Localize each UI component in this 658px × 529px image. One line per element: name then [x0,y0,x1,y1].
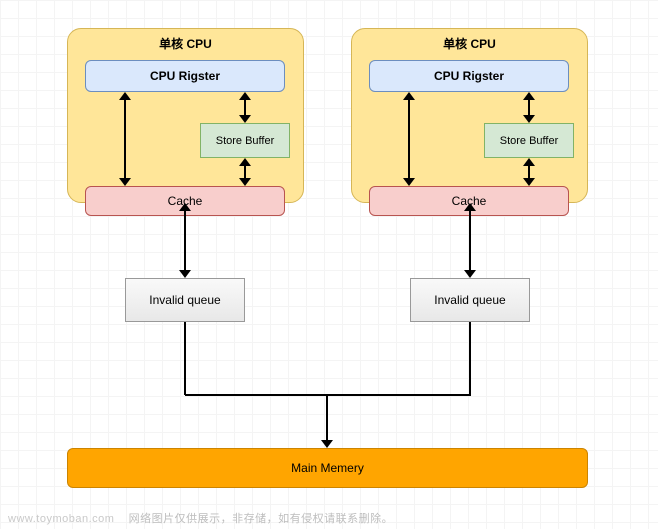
footer-site: www.toymoban.com [8,513,114,525]
arrow-head [464,270,476,278]
footer-notice: 网络图片仅供展示，非存储，如有侵权请联系删除。 [129,513,394,525]
arrow-head [464,203,476,211]
main-memory-box: Main Memery [67,448,588,488]
cpu-block-0: 单核 CPU [67,28,304,203]
arrow-head [403,178,415,186]
footer: www.toymoban.com 网络图片仅供展示，非存储，如有侵权请联系删除。 [8,510,393,526]
arrow-head [119,92,131,100]
store-buffer-box: Store Buffer [484,123,574,158]
arrow-head [239,178,251,186]
cpu-register-box: CPU Rigster [369,60,569,92]
invalid-queue-box-1: Invalid queue [410,278,530,322]
arrow-head [523,115,535,123]
arrow-head [523,158,535,166]
arrow-head [179,270,191,278]
cpu-register-box: CPU Rigster [85,60,285,92]
arrow-head [239,92,251,100]
arrow-head [239,158,251,166]
arrow-head [119,178,131,186]
arrow-head [179,203,191,211]
arrow-head [523,92,535,100]
arrow-head [403,92,415,100]
cpu-block-title: 单核 CPU [443,35,496,52]
invalid-queue-box-0: Invalid queue [125,278,245,322]
arrow-head [321,440,333,448]
store-buffer-box: Store Buffer [200,123,290,158]
arrow-head [239,115,251,123]
arrow-head [523,178,535,186]
cpu-block-1: 单核 CPU [351,28,588,203]
cpu-block-title: 单核 CPU [159,35,212,52]
